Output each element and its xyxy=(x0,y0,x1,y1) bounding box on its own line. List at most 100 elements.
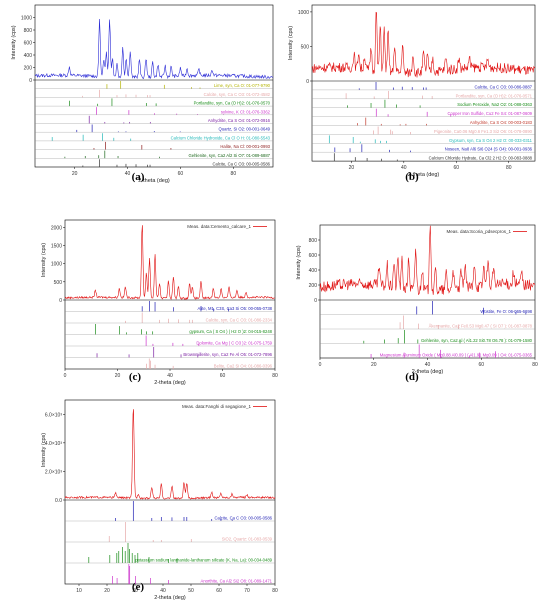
x-tick-label: 80 xyxy=(272,588,278,594)
y-tick-label: 0 xyxy=(306,79,309,85)
panel-caption: (c) xyxy=(129,371,142,383)
diffraction-pattern xyxy=(311,11,536,78)
panel-frame xyxy=(64,399,276,585)
phase-label: Gehlenite, syn, Ca2 Al2 Si O7: 01-089-68… xyxy=(189,153,271,158)
phase-label: Portlandite, syn, Ca (O H)2: 01-076-0570 xyxy=(194,101,271,106)
phase-label: Calcite, Ca C O3: 00-005-0586 xyxy=(213,162,271,167)
x-tick-label: 0 xyxy=(319,362,322,368)
phase-label: Gypsum, syn, Ca S O4 2 H2 O: 00-033-0311 xyxy=(449,138,533,143)
y-tick-label: 1500 xyxy=(51,243,62,249)
x-tick-label: 40 xyxy=(167,373,173,379)
y-tick-label: 200 xyxy=(309,283,318,289)
phase-label: Portlandite, syn, Ca (O H)2: 01-076-0571 xyxy=(456,93,533,98)
phase-label: Quartz, Si O2: 00-001-0649 xyxy=(219,127,271,132)
phase-label: Alite, M1, C3S, Ca3 Si O5: 00-055-0738 xyxy=(198,306,273,311)
phase-label: Wüstite, Fe O: 06-065-6698 xyxy=(480,309,532,314)
y-tick-label: 800 xyxy=(24,28,33,34)
y-axis-label: Intensity (cps) xyxy=(288,26,294,60)
phase-label: Calcite, syn, Ca C O3: 01-072-4582 xyxy=(204,92,271,97)
x-tick-label: 30 xyxy=(132,588,138,594)
y-tick-label: 0.0 xyxy=(55,498,62,504)
phase-label: potassium sodium lanthanide-lanthanum si… xyxy=(135,558,272,563)
y-tick-label: 0 xyxy=(314,298,317,304)
y-tick-label: 600 xyxy=(24,41,33,47)
phase-label: Pigeonite, Ca0.06 Mg0.6 Fe1.3 Si2 O6: 01… xyxy=(434,129,533,134)
x-tick-label: 20 xyxy=(115,373,121,379)
diffraction-pattern xyxy=(64,409,276,500)
phase-label: Halite, Na Cl: 00-001-0993 xyxy=(220,144,270,149)
x-tick-label: 10 xyxy=(76,588,82,594)
y-axis-label: Intensity (cps) xyxy=(41,433,47,467)
x-tick-label: 20 xyxy=(349,165,355,171)
diffraction-pattern xyxy=(319,225,536,296)
phase-label: Dolomite, Ca Mg ( C O3 )2: 01-075-1759 xyxy=(196,341,272,346)
panel-caption: (a) xyxy=(132,171,145,183)
phase-label: Brownmillerite, syn, Ca2 Fe Al O5: 01-07… xyxy=(183,352,272,357)
y-tick-label: 600 xyxy=(309,253,318,259)
x-axis-label: 2-theta (deg) xyxy=(154,595,186,601)
x-tick-label: 80 xyxy=(272,373,278,379)
x-tick-label: 80 xyxy=(231,171,237,177)
x-tick-label: 20 xyxy=(371,362,377,368)
phase-label: Anhydrite, Ca S O4: 00-003-0183 xyxy=(470,120,533,125)
x-tick-label: 40 xyxy=(160,588,166,594)
panel-frame xyxy=(34,4,274,168)
x-axis-label: 2-theta (deg) xyxy=(138,178,170,184)
panel-caption: (e) xyxy=(132,581,145,593)
x-axis-label: 2-theta (deg) xyxy=(408,172,440,178)
phase-label: gypsum, Ca ( S O4 ) ( H2 O )2: 04-015-82… xyxy=(189,329,272,334)
y-tick-label: 1000 xyxy=(298,10,309,16)
x-axis-label: 2-theta (deg) xyxy=(412,369,444,375)
legend-label: Meas. data:Fanghi di segagione_1 xyxy=(182,404,252,409)
phase-label: Gehlenite, syn, Ca2 Al ( Al1.22 Si0.78 O… xyxy=(421,338,533,343)
phase-label: Anhydrite, Ca S O4: 01-072-0916 xyxy=(208,118,271,123)
y-tick-label: 4.0×10³ xyxy=(45,441,62,447)
phase-label: SiO2, Quartz: 01-083-0539 xyxy=(222,537,273,542)
y-axis-label: Intensity (cps) xyxy=(296,245,302,279)
x-tick-label: 40 xyxy=(401,165,407,171)
phase-label: Åkermanite, Ca2 Fe0.53 Mg0.47 ( Si O7 ):… xyxy=(429,324,533,329)
diffraction-pattern xyxy=(34,18,274,80)
x-tick-label: 50 xyxy=(188,588,194,594)
panel-a: 0 200 400 600 800 1000 Intensity (cps) 20 40 60 80… xyxy=(11,4,274,184)
y-tick-label: 6.0×10³ xyxy=(45,412,62,418)
x-tick-label: 0 xyxy=(64,373,67,379)
phase-label: Calcium Chloride Hydroxide, Ca Cl O H: 0… xyxy=(171,135,271,140)
panel-c: 0 500 1000 1500 2000 Intensity (cps) 0 20 40 60 80… xyxy=(41,219,278,386)
phase-label: Sodium Peroxide, Na2 O2: 01-088-0363 xyxy=(457,102,532,107)
phase-label: Magnesium Aluminum Oxide ( Mg0.88 Al0.09… xyxy=(380,353,533,358)
x-tick-label: 70 xyxy=(244,588,250,594)
x-tick-label: 80 xyxy=(506,165,512,171)
diffraction-pattern xyxy=(64,225,276,300)
x-tick-label: 60 xyxy=(178,171,184,177)
panel-b: 0 500 1000 Intensity (cps) 20 40 60 80 2-theta (… xyxy=(288,4,536,183)
x-tick-label: 60 xyxy=(220,373,226,379)
y-tick-label: 400 xyxy=(24,53,33,59)
panel-d: 0 200 400 600 800 Intensity (cps) 0 20 40 60 80 2-t… xyxy=(296,224,538,383)
phase-label: Noseen, Na8 Al6 Si6 O24 (S O4): 00-001-0… xyxy=(445,147,533,152)
panel-caption: (b) xyxy=(405,171,419,183)
panel-e: 0.0 2.0×10³ 4.0×10³ 6.0×10³ Intensity (cps) 1… xyxy=(41,399,278,601)
y-tick-label: 500 xyxy=(301,44,310,50)
y-tick-label: 200 xyxy=(24,66,33,72)
phase-label: Copper Iron Sulfide, Cu2 Fe S4: 01-087-0… xyxy=(447,111,532,116)
x-tick-label: 40 xyxy=(125,171,131,177)
x-tick-label: 40 xyxy=(425,362,431,368)
x-axis-label: 2-theta (deg) xyxy=(154,380,186,386)
legend-label: Meas. data:Scoria_pdsecpros_1 xyxy=(446,229,511,234)
phase-label: Calcite, Ca C O3: 00-086-0887 xyxy=(475,84,533,89)
y-tick-label: 0 xyxy=(59,298,62,304)
x-tick-label: 60 xyxy=(216,588,222,594)
panel-frame xyxy=(311,4,536,162)
y-tick-label: 1000 xyxy=(51,262,62,268)
x-tick-label: 60 xyxy=(454,165,460,171)
phase-label: Lime, syn, Ca O: 01-077-9790 xyxy=(214,83,271,88)
y-tick-label: 400 xyxy=(309,268,318,274)
y-axis-label: Intensity (cps) xyxy=(11,25,17,59)
y-tick-label: 500 xyxy=(54,280,63,286)
x-tick-label: 60 xyxy=(478,362,484,368)
y-tick-label: 0 xyxy=(29,78,32,84)
phase-label: sylvine, K Cl: 01-076-3362 xyxy=(221,109,271,114)
phase-label: Calcium Chloride Hydrate, Ca Cl2 2 H2 O:… xyxy=(429,156,533,161)
